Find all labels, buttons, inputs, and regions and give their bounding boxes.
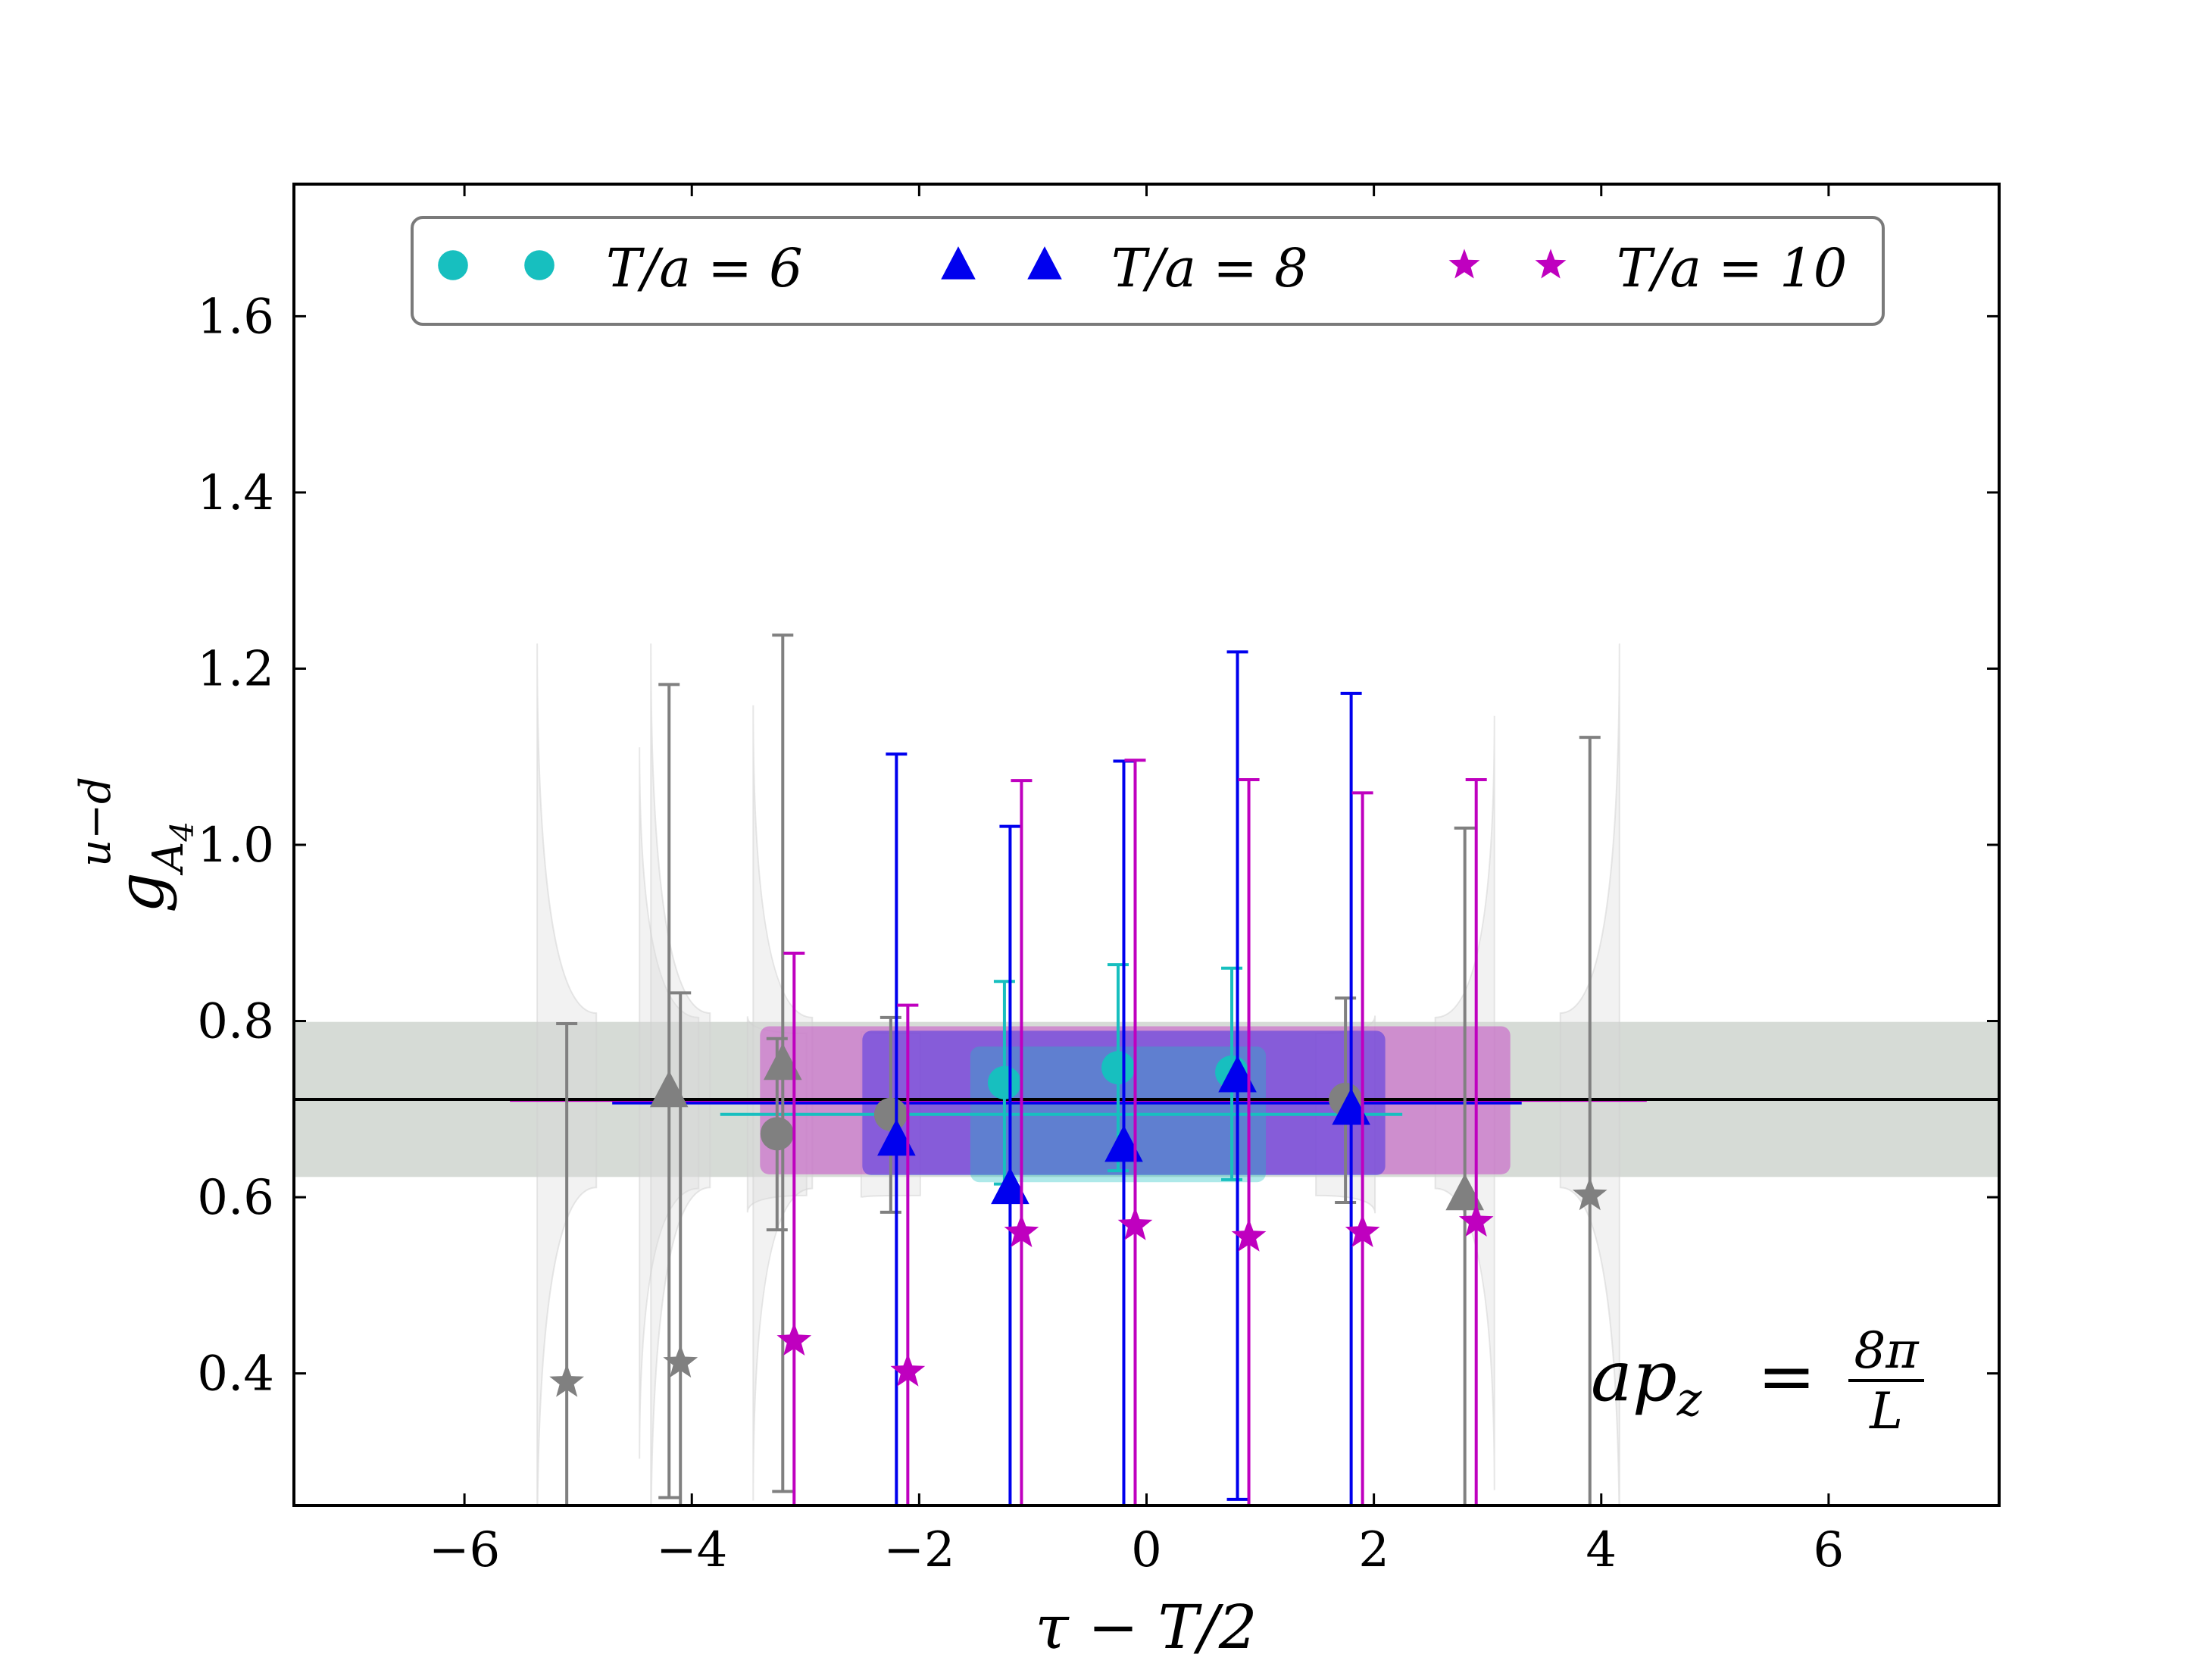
legend-marker-2-1 <box>1535 249 1567 279</box>
annotation-sub: z <box>1676 1371 1702 1427</box>
annotation-num: 8π <box>1854 1321 1920 1380</box>
x-axis-label: τ − T/2 <box>1035 1592 1257 1662</box>
data-point-0-1 <box>1101 1051 1135 1085</box>
plot-frame <box>292 183 2001 1507</box>
data-point-1-4 <box>1332 1088 1370 1125</box>
y-tick-label: 0.4 <box>197 1346 274 1403</box>
legend-marker-0-0 <box>438 250 468 280</box>
legend-marker-0-1 <box>524 250 555 280</box>
excluded-point-0-0 <box>760 1117 794 1151</box>
excluded-point-0-1 <box>873 1097 908 1131</box>
annotation-text: ap <box>1591 1336 1677 1417</box>
excluded-point-2-2 <box>1572 1177 1607 1211</box>
data-point-2-1 <box>890 1353 926 1387</box>
svg-text:apz: apz <box>1591 1336 1702 1427</box>
y-tick-label: 1.6 <box>197 289 274 345</box>
data-point-1-0 <box>877 1118 916 1156</box>
y-tick-label: 1.4 <box>197 465 274 521</box>
excluded-point-1-1 <box>763 1043 802 1080</box>
legend-marker-1-0 <box>941 246 976 280</box>
data-point-0-0 <box>987 1065 1021 1099</box>
excluded-point-1-0 <box>649 1070 689 1108</box>
data-point-2-0 <box>776 1322 812 1356</box>
excluded-point-2-0 <box>549 1364 584 1397</box>
excluded-point-2-1 <box>663 1344 698 1378</box>
legend-label-series-2: T/a = 10 <box>1617 237 1847 299</box>
y-axis-label-main: g <box>104 872 178 913</box>
y-tick-label: 0.6 <box>197 1170 274 1226</box>
data-point-1-2 <box>1104 1125 1143 1162</box>
x-tick-label: 4 <box>1586 1522 1617 1578</box>
data-point-2-4 <box>1231 1218 1267 1252</box>
data-point-1-1 <box>991 1167 1029 1205</box>
x-tick-label: 2 <box>1358 1522 1389 1578</box>
y-axis-label-subsub: 4 <box>164 821 201 843</box>
y-tick-label: 1.0 <box>197 818 274 874</box>
legend-box <box>411 216 1885 326</box>
x-tick-label: 6 <box>1814 1522 1845 1578</box>
annotation-eq: = <box>1757 1336 1816 1417</box>
y-tick-label: 0.8 <box>197 994 274 1050</box>
legend-label-series-0: T/a = 6 <box>606 237 803 299</box>
legend: T/a = 6 T/a = 8 T/a = 10 <box>411 216 1885 326</box>
y-axis-label-sup: u−d <box>71 777 120 867</box>
data-point-2-5 <box>1345 1214 1380 1247</box>
legend-label-series-1: T/a = 8 <box>1111 237 1308 299</box>
x-tick-label: −2 <box>883 1522 954 1578</box>
x-tick-label: −4 <box>656 1522 727 1578</box>
y-tick-label: 1.2 <box>197 641 274 697</box>
excluded-point-1-2 <box>1445 1173 1484 1211</box>
momentum-annotation: apz = 8π L <box>1591 1321 1924 1440</box>
data-point-2-2 <box>1004 1214 1039 1247</box>
data-point-2-3 <box>1117 1207 1153 1240</box>
y-axis-label-sub: A <box>144 842 193 876</box>
annotation-den: L <box>1869 1382 1903 1440</box>
y-axis-label: gA4 u−d <box>71 777 201 913</box>
x-tick-label: 0 <box>1131 1522 1162 1578</box>
data-point-2-6 <box>1458 1203 1494 1237</box>
x-tick-label: −6 <box>429 1522 500 1578</box>
svg-text:gA4u−d: gA4 u−d <box>71 777 201 913</box>
legend-marker-1-1 <box>1027 246 1062 280</box>
data-point-1-3 <box>1218 1055 1257 1093</box>
legend-marker-2-0 <box>1448 249 1480 279</box>
